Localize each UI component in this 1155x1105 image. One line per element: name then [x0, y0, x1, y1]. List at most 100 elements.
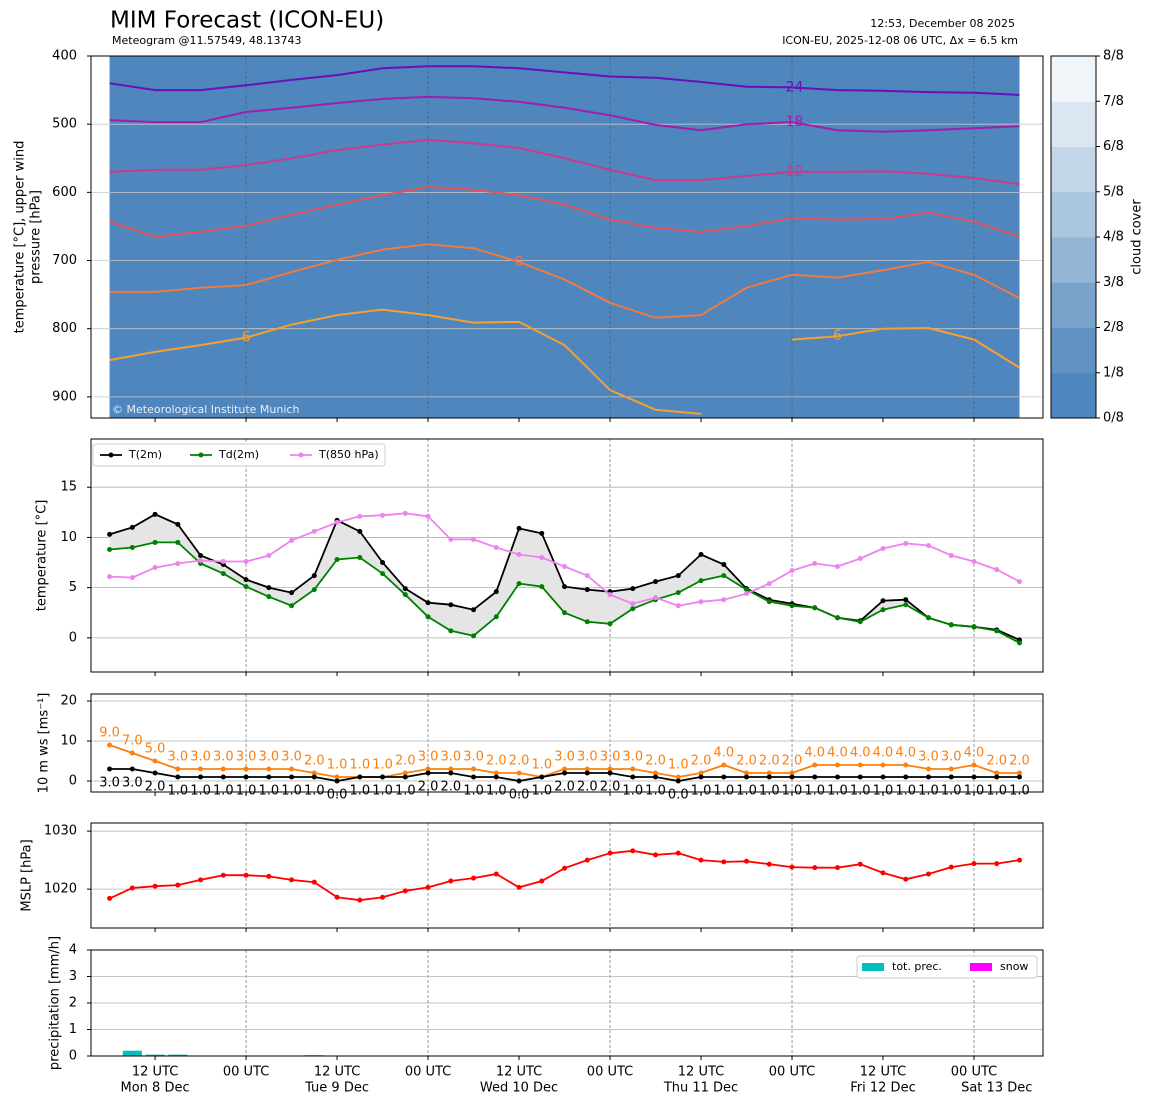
- y-tick-label: 1: [69, 1022, 77, 1037]
- value-label: 2.0: [759, 754, 780, 769]
- colorbar-tick-label: 0/8: [1103, 411, 1124, 426]
- y-tick-label: 5: [69, 580, 77, 595]
- point: [766, 770, 772, 776]
- colorbar-tick-label: 7/8: [1103, 94, 1124, 109]
- point: [152, 511, 158, 517]
- point: [357, 528, 363, 534]
- legend-label: snow: [1000, 960, 1028, 973]
- x-tick-label: 12 UTC: [132, 1065, 178, 1080]
- colorbar-band: [1051, 282, 1096, 328]
- point: [471, 875, 477, 881]
- point: [129, 885, 135, 891]
- point: [357, 774, 363, 780]
- bar: [168, 1054, 188, 1056]
- plot-area: [91, 439, 1043, 672]
- point: [311, 774, 317, 780]
- point: [698, 578, 704, 584]
- point: [448, 766, 454, 772]
- legend-marker: [108, 452, 114, 458]
- value-label: 3.0: [440, 750, 461, 765]
- isotherm-label: -12: [781, 164, 804, 180]
- value-label: 1.0: [236, 784, 257, 799]
- axes-frame: [90, 822, 1044, 929]
- point: [425, 600, 431, 606]
- point: [152, 770, 158, 776]
- point: [653, 770, 659, 776]
- axes-frame: [90, 438, 1044, 673]
- value-label: 1.0: [463, 784, 484, 799]
- point: [516, 525, 522, 531]
- point: [971, 861, 977, 867]
- value-label: 2.0: [782, 754, 803, 769]
- point: [129, 750, 135, 756]
- credit: © Meteorological Institute Munich: [112, 403, 299, 416]
- point: [334, 894, 340, 900]
- point: [994, 628, 1000, 634]
- point: [675, 603, 681, 609]
- value-label: 1.0: [258, 784, 279, 799]
- point: [129, 524, 135, 530]
- point: [1016, 857, 1022, 863]
- value-label: 4.0: [895, 746, 916, 761]
- point: [425, 770, 431, 776]
- point: [607, 766, 613, 772]
- point: [789, 774, 795, 780]
- isotherm-label: -24: [781, 79, 804, 95]
- point: [630, 601, 636, 607]
- value-label: 1.0: [190, 784, 211, 799]
- value-label: 3.0: [258, 750, 279, 765]
- point: [766, 599, 772, 605]
- point: [448, 770, 454, 776]
- point: [402, 888, 408, 894]
- point: [516, 778, 522, 784]
- point: [539, 774, 545, 780]
- value-label: 0.0: [327, 788, 348, 803]
- point: [835, 774, 841, 780]
- point: [493, 871, 499, 877]
- point: [744, 858, 750, 864]
- point: [562, 610, 568, 616]
- value-label: 3.0: [622, 750, 643, 765]
- point: [994, 861, 1000, 867]
- value-label: 3.0: [236, 750, 257, 765]
- point: [562, 766, 568, 772]
- value-label: 1.0: [713, 784, 734, 799]
- point: [175, 561, 181, 567]
- point: [835, 564, 841, 570]
- point: [880, 762, 886, 768]
- colorbar-band: [1051, 101, 1096, 147]
- point: [584, 770, 590, 776]
- colorbar-tick-label: 2/8: [1103, 320, 1124, 335]
- point: [880, 870, 886, 876]
- point: [994, 774, 1000, 780]
- value-label: 1.0: [622, 784, 643, 799]
- value-label: 3.0: [941, 750, 962, 765]
- value-label: 7.0: [122, 734, 143, 749]
- point: [857, 619, 863, 625]
- legend-label: Td(2m): [218, 448, 259, 461]
- point: [539, 584, 545, 590]
- value-label: 9.0: [99, 726, 120, 741]
- point: [289, 766, 295, 772]
- value-label: 1.0: [395, 784, 416, 799]
- x-tick-label: 00 UTC: [587, 1065, 633, 1080]
- point: [425, 614, 431, 620]
- colorbar-tick-label: 6/8: [1103, 139, 1124, 154]
- point: [789, 770, 795, 776]
- value-label: 1.0: [918, 784, 939, 799]
- point: [334, 778, 340, 784]
- point: [357, 897, 363, 903]
- value-label: 3.0: [99, 776, 120, 791]
- point: [926, 542, 932, 548]
- value-label: 1.0: [873, 784, 894, 799]
- value-label: 1.0: [736, 784, 757, 799]
- legend-box: [92, 443, 386, 467]
- point: [266, 766, 272, 772]
- colorbar-band: [1051, 327, 1096, 374]
- value-label: 4.0: [873, 746, 894, 761]
- point: [607, 770, 613, 776]
- value-label: 3.0: [554, 750, 575, 765]
- point: [789, 568, 795, 574]
- point: [812, 605, 818, 611]
- point: [653, 774, 659, 780]
